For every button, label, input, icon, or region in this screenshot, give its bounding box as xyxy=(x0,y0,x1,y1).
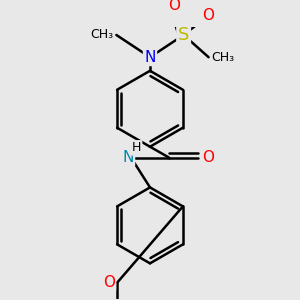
Text: O: O xyxy=(202,8,214,23)
Text: O: O xyxy=(168,0,180,13)
Text: S: S xyxy=(178,26,189,44)
Text: CH₃: CH₃ xyxy=(91,28,114,41)
Text: CH₃: CH₃ xyxy=(211,51,234,64)
Text: H: H xyxy=(132,141,141,154)
Text: N: N xyxy=(144,50,156,65)
Text: N: N xyxy=(122,150,134,165)
Text: O: O xyxy=(202,150,214,165)
Text: O: O xyxy=(103,275,115,290)
